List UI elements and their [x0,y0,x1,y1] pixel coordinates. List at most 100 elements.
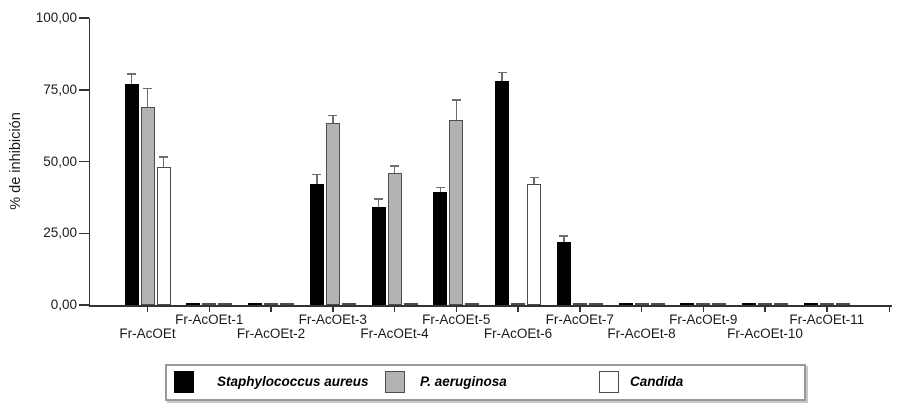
error-bar-cap [451,99,461,101]
bar [186,303,201,305]
legend-label-candida: Candida [630,374,684,389]
bar [124,84,139,305]
x-tick [146,306,149,312]
x-tick-label: Fr-AcOEt [119,326,176,341]
bar [403,303,418,305]
x-tick-label: Fr-AcOEt-6 [483,326,553,341]
error-bar-line [162,157,165,168]
x-tick-label: Fr-AcOEt-10 [727,326,803,341]
error-bar-line [146,88,149,107]
x-tick-label: Fr-AcOEt-1 [175,312,244,327]
y-tick [78,17,89,19]
error-bar-cap [328,114,338,117]
error-bar-line [439,187,441,192]
error-bar-cap [127,73,136,75]
bar [325,122,340,305]
bar [527,184,541,305]
x-tick-label: Fr-AcOEt-4 [360,326,429,341]
error-bar-line [377,198,380,208]
x-tick [332,306,334,312]
y-axis-line [88,18,90,307]
error-bar-line [563,236,565,242]
bar [248,303,262,305]
bar [371,207,386,305]
bar [742,303,756,305]
bar [156,167,171,305]
x-tick [702,306,704,312]
bar [280,303,294,305]
x-tick-label: Fr-AcOEt-7 [545,312,614,327]
y-tick-label: 50,00 [43,153,77,169]
legend-label-staphylococcus-aureus: Staphylococcus aureus [217,374,369,389]
legend-label-p-aeruginosa: P. aeruginosa [420,374,507,389]
y-tick [78,160,89,163]
bar [387,172,402,305]
bar [634,303,649,305]
x-tick-label: Fr-AcOEt-2 [236,326,306,341]
bar [433,191,448,305]
bar [803,303,818,305]
y-tick-label: 0,00 [50,297,77,312]
legend-swatch-candida [599,371,619,393]
y-tick [78,232,89,234]
bar [696,303,711,305]
bar [758,303,772,305]
bar [202,303,217,305]
bar [341,303,356,305]
legend: Staphylococcus aureus P. aeruginosa Cand… [165,364,806,401]
bar [218,303,233,305]
y-tick-label: 100,00 [35,10,77,25]
y-tick-label: 75,00 [43,81,77,97]
bar [588,303,603,305]
error-bar-line [455,99,457,120]
error-bar-cap [497,71,507,74]
x-tick [270,306,272,312]
bar [712,303,727,305]
x-tick-label: Fr-AcOEt-9 [669,312,738,327]
bar [495,81,509,305]
x-tick [208,306,210,312]
error-bar-line [332,115,334,123]
x-axis-end-tick [888,306,890,312]
x-tick [640,306,643,312]
bar [309,184,324,305]
error-bar-cap [390,165,399,167]
error-bar-line [316,174,318,185]
error-bar-cap [143,87,152,90]
y-tick [78,304,89,306]
x-tick [455,306,457,312]
bar [140,106,155,305]
x-tick [517,306,519,312]
error-bar-cap [159,156,168,158]
plot-area: 0,00 25,00 50,00 75,00 100,00 Fr-AcOEt Fr-AcOE… [35,10,892,341]
x-tick [579,306,581,312]
y-tick [78,89,89,91]
x-tick-label: Fr-AcOEt-11 [789,312,865,327]
error-bar-line [130,73,133,84]
x-axis-line [88,305,892,307]
error-bar-line [533,177,535,185]
bar [680,303,695,305]
legend-swatch-staphylococcus-aureus [174,371,194,393]
error-bar-line [501,72,503,82]
x-tick-label: Fr-AcOEt-8 [607,326,676,341]
bar [819,303,834,305]
error-bar-cap [559,235,569,237]
bar [618,303,633,305]
bar [572,303,587,305]
error-bar-cap [374,198,383,200]
error-bar-cap [312,173,322,176]
x-tick-label: Fr-AcOEt-5 [422,312,491,327]
bar [774,303,788,305]
x-tick-label: Fr-AcOEt-3 [298,312,367,327]
bar [650,303,665,305]
error-bar-cap [529,176,539,179]
error-bar-line [393,165,396,173]
x-tick [826,306,828,312]
legend-swatch-p-aeruginosa [385,371,405,393]
bar [449,119,464,305]
x-tick [393,306,396,312]
bar [465,303,480,305]
bar [511,303,525,305]
